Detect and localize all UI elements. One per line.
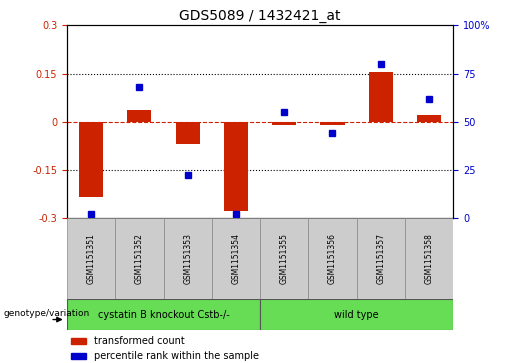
Text: transformed count: transformed count: [94, 336, 185, 346]
Bar: [212, 218, 260, 299]
Text: wild type: wild type: [334, 310, 379, 320]
Text: GSM1151358: GSM1151358: [424, 233, 434, 284]
Text: GSM1151354: GSM1151354: [231, 233, 241, 284]
Bar: [369, 72, 393, 122]
Text: cystatin B knockout Cstb-/-: cystatin B knockout Cstb-/-: [98, 310, 229, 320]
Bar: [67, 299, 260, 330]
Text: GSM1151357: GSM1151357: [376, 233, 385, 284]
Bar: [71, 338, 87, 344]
Bar: [260, 218, 308, 299]
Text: percentile rank within the sample: percentile rank within the sample: [94, 351, 259, 361]
Text: GSM1151353: GSM1151353: [183, 233, 192, 284]
Bar: [417, 115, 441, 122]
Text: GSM1151355: GSM1151355: [280, 233, 289, 284]
Bar: [260, 299, 453, 330]
Bar: [163, 218, 212, 299]
Bar: [127, 110, 151, 122]
Bar: [272, 122, 296, 125]
Bar: [115, 218, 163, 299]
Text: genotype/variation: genotype/variation: [3, 309, 90, 318]
Bar: [405, 218, 453, 299]
Bar: [224, 122, 248, 211]
Text: GSM1151356: GSM1151356: [328, 233, 337, 284]
Bar: [308, 218, 356, 299]
Bar: [79, 122, 103, 197]
Bar: [176, 122, 200, 144]
Bar: [71, 353, 87, 359]
Bar: [67, 218, 115, 299]
Text: GSM1151351: GSM1151351: [87, 233, 96, 284]
Bar: [356, 218, 405, 299]
Title: GDS5089 / 1432421_at: GDS5089 / 1432421_at: [179, 9, 341, 23]
Bar: [320, 122, 345, 125]
Text: GSM1151352: GSM1151352: [135, 233, 144, 284]
